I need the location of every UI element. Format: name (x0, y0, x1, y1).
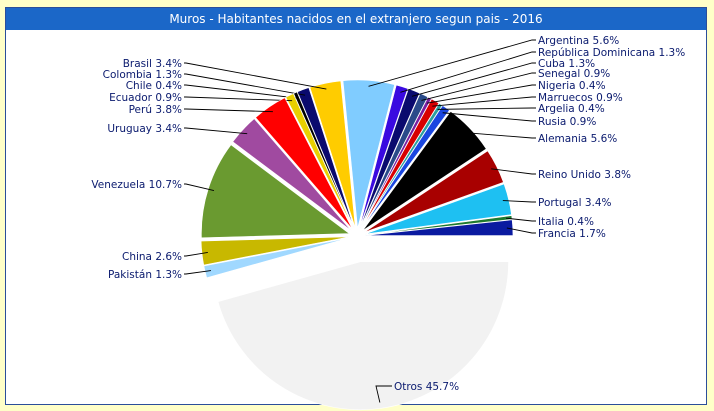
slice-uruguay (232, 118, 352, 231)
leader-line-marruecos (432, 96, 536, 107)
leader-line-rusia (442, 112, 536, 122)
label-brasil: Brasil 3.4% (123, 58, 182, 70)
leader-line-ecuador (184, 96, 293, 102)
slice-argentina (342, 79, 395, 229)
slice-chile (293, 91, 355, 229)
slice-cuba (359, 88, 421, 229)
leader-line-italia (505, 217, 536, 222)
label-francia: Francia 1.7% (538, 228, 606, 240)
label-marruecos: Marruecos 0.9% (538, 92, 623, 104)
label-alemania: Alemania 5.6% (538, 133, 617, 145)
leader-line-republica-dominicana (400, 51, 536, 93)
leader-line-peru (184, 108, 273, 113)
label-pakistan: Pakistán 1.3% (108, 269, 182, 281)
slice-pakistan (203, 237, 350, 279)
leader-line-senegal (421, 72, 536, 101)
leader-line-otros (375, 385, 392, 403)
slice-senegal (360, 92, 429, 229)
leader-line-cuba (411, 62, 536, 97)
slice-ecuador (285, 93, 354, 229)
leader-line-china (184, 252, 208, 257)
label-rusia: Rusia 0.9% (538, 116, 596, 128)
slice-portugal (364, 183, 512, 235)
leader-line-argentina (368, 39, 536, 87)
label-ecuador: Ecuador 0.9% (109, 92, 182, 104)
leader-line-alemania (465, 132, 536, 139)
label-china: China 2.6% (122, 251, 182, 263)
slice-republica-dominicana (359, 84, 409, 229)
label-otros: Otros 45.7% (394, 381, 459, 393)
label-peru: Perú 3.8% (129, 104, 182, 116)
leader-line-venezuela (184, 183, 215, 192)
label-nigeria: Nigeria 0.4% (538, 80, 606, 92)
chart-title: Muros - Habitantes nacidos en el extranj… (6, 8, 706, 30)
leader-line-brasil (184, 62, 327, 90)
slice-marruecos (360, 98, 440, 230)
label-argelia: Argelia 0.4% (538, 103, 605, 115)
slice-brasil (309, 80, 356, 229)
leader-line-pakistan (184, 270, 212, 275)
leader-line-francia (506, 227, 536, 234)
label-uruguay: Uruguay 3.4% (107, 123, 182, 135)
slice-colombia (297, 87, 355, 229)
label-republica-dominicana: República Dominicana 1.3% (538, 47, 685, 59)
label-reino-unido: Reino Unido 3.8% (538, 169, 631, 181)
label-argentina: Argentina 5.6% (538, 35, 619, 47)
slice-china (200, 236, 350, 266)
slice-peru (255, 97, 353, 230)
label-portugal: Portugal 3.4% (538, 197, 612, 209)
slice-venezuela (201, 144, 351, 239)
slice-alemania (362, 110, 487, 231)
label-italia: Italia 0.4% (538, 216, 594, 228)
slice-otros (217, 261, 509, 411)
label-colombia: Colombia 1.3% (103, 69, 182, 81)
label-cuba: Cuba 1.3% (538, 58, 595, 70)
slice-italia (364, 215, 513, 236)
label-senegal: Senegal 0.9% (538, 68, 610, 80)
label-chile: Chile 0.4% (126, 80, 182, 92)
slice-francia (364, 219, 514, 236)
leader-line-reino-unido (491, 168, 536, 175)
leader-line-portugal (502, 200, 536, 203)
slice-reino-unido (363, 150, 504, 233)
leader-line-argelia (437, 107, 536, 110)
leader-line-chile (184, 84, 298, 99)
label-venezuela: Venezuela 10.7% (91, 179, 182, 191)
leader-line-colombia (184, 73, 306, 96)
leader-line-uruguay (184, 127, 248, 135)
leader-line-nigeria (426, 84, 536, 104)
